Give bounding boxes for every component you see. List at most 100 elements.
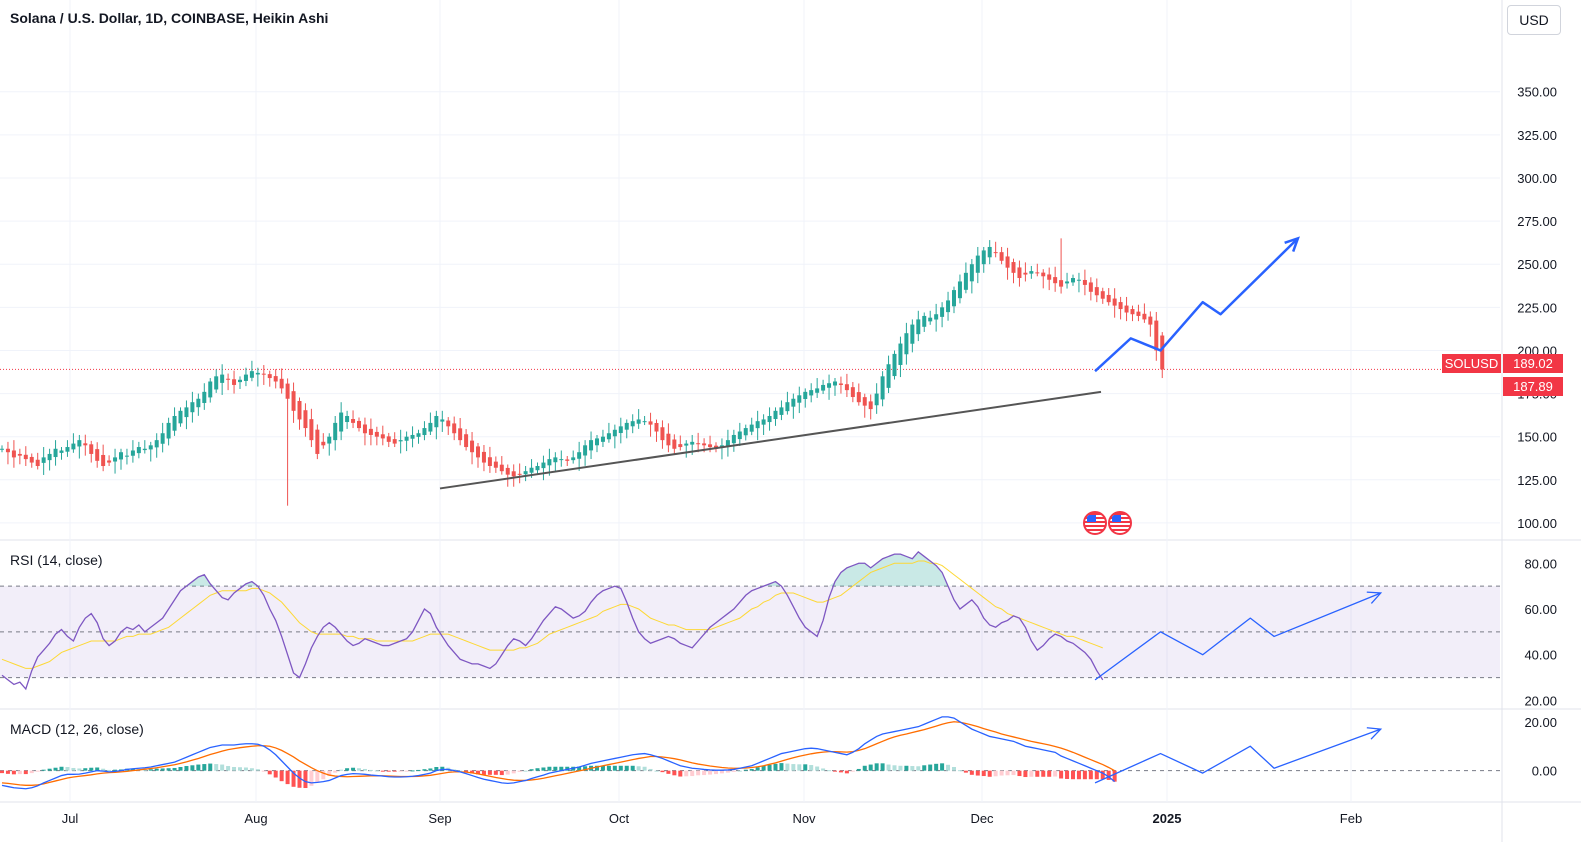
candle-body [351, 419, 356, 423]
candle-body [374, 431, 379, 437]
macd-histogram-bar [345, 768, 350, 771]
rsi-overbought-fill [2, 551, 1103, 587]
macd-histogram-bar [1059, 770, 1064, 779]
candle-body [130, 450, 135, 456]
candle-body [1053, 277, 1058, 284]
price-tick-label: 350.00 [1517, 85, 1557, 100]
time-axis[interactable]: Jul Aug Sep Oct Nov Dec 2025 Feb [62, 811, 1363, 826]
candle-body [255, 372, 260, 375]
candle-body [993, 252, 998, 254]
macd-histogram-bar [963, 770, 968, 773]
candle-body [761, 419, 766, 425]
candle-body [547, 459, 552, 466]
macd-histogram-bar [850, 770, 855, 772]
candle-body [940, 307, 945, 317]
candle-body [1047, 274, 1052, 280]
rsi-tick-label: 60.00 [1524, 602, 1557, 617]
macd-histogram-bar [1011, 770, 1016, 776]
rsi-label: RSI (14, close) [10, 552, 103, 568]
candle-body [83, 443, 88, 446]
price-tick-label: 275.00 [1517, 214, 1557, 229]
macd-histogram-bar [654, 770, 659, 772]
macd-histogram-bar [630, 765, 635, 771]
candle-body [987, 246, 992, 258]
us-flag-event-icon[interactable] [1108, 511, 1132, 535]
macd-histogram-bar [827, 770, 832, 772]
candle-body [362, 424, 367, 434]
candle-body [666, 433, 671, 446]
macd-histogram-bar [797, 764, 802, 771]
candle-body [833, 381, 837, 386]
candle-body [1076, 279, 1081, 281]
candle-body [624, 422, 629, 430]
macd-histogram-bar [719, 770, 724, 774]
candle-body [136, 447, 141, 454]
candle-body [368, 428, 373, 435]
macd-histogram-bar [618, 765, 623, 771]
macd-histogram-bar [83, 768, 88, 771]
macd-histogram-bar [23, 770, 28, 775]
macd-histogram-bar [315, 770, 320, 783]
macd-histogram-bar [1082, 770, 1087, 780]
macd-histogram-bar [148, 769, 153, 771]
macd-histogram-bar [327, 770, 332, 777]
macd-histogram-bar [874, 763, 879, 771]
macd-histogram-bar [422, 769, 427, 771]
candle-body [1035, 272, 1040, 274]
macd-histogram-bar [487, 770, 492, 775]
macd-histogram-bar [553, 766, 558, 771]
candle-body [160, 433, 165, 444]
macd-histogram-bar [1112, 770, 1117, 782]
candle-body [874, 393, 879, 406]
macd-histogram-bar [273, 770, 278, 778]
candle-body [577, 452, 582, 459]
macd-histogram-bar [1100, 770, 1105, 780]
macd-histogram-bar [916, 766, 921, 771]
candle-body [529, 467, 534, 473]
time-tick-label: Dec [970, 811, 994, 826]
macd-histogram-bar [791, 764, 796, 771]
macd-histogram-bar [684, 770, 689, 777]
candle-body [654, 422, 659, 432]
candle-body [41, 457, 46, 463]
rsi-tick-label: 40.00 [1524, 648, 1557, 663]
candle-body [357, 420, 361, 429]
candle-body [1082, 279, 1087, 285]
candle-body [380, 434, 385, 439]
candle-body [916, 319, 921, 335]
macd-histogram-bar [743, 769, 748, 771]
candle-body [446, 420, 451, 427]
candle-body [797, 395, 802, 403]
candle-body [1130, 309, 1135, 315]
currency-button[interactable]: USD [1507, 5, 1561, 35]
macd-histogram-bar [862, 765, 867, 771]
us-flag-event-icon[interactable] [1083, 511, 1107, 535]
macd-histogram-bar [648, 768, 653, 771]
macd-histogram-bar [1076, 770, 1081, 780]
candle-body [648, 421, 653, 425]
candle-body [862, 397, 867, 406]
macd-histogram-bar [821, 768, 826, 771]
drawing-tools[interactable] [439, 236, 1383, 784]
candle-body [113, 457, 118, 462]
macd-histogram-bar [362, 768, 367, 771]
macd-projection-arrow [1094, 728, 1381, 784]
macd-histogram-bar [309, 770, 314, 786]
candle-body [969, 264, 974, 282]
macd-histogram-bar [374, 770, 379, 772]
macd-histogram-bar [321, 770, 326, 780]
macd-histogram-bar [249, 768, 254, 771]
time-tick-label: Oct [609, 811, 630, 826]
candle-body [303, 410, 308, 429]
price-tick-label: 125.00 [1517, 473, 1557, 488]
macd-histogram-bar [714, 770, 718, 775]
candle-body [89, 444, 94, 454]
candle-body [71, 443, 76, 450]
candle-body [243, 374, 248, 381]
macd-histogram-bar [785, 763, 790, 771]
candle-body [452, 423, 457, 434]
price-axis[interactable]: 100.00125.00150.00175.00200.00225.00250.… [1517, 85, 1557, 779]
last-price-tag: 189.02 [1503, 354, 1563, 373]
candle-body [291, 391, 296, 411]
